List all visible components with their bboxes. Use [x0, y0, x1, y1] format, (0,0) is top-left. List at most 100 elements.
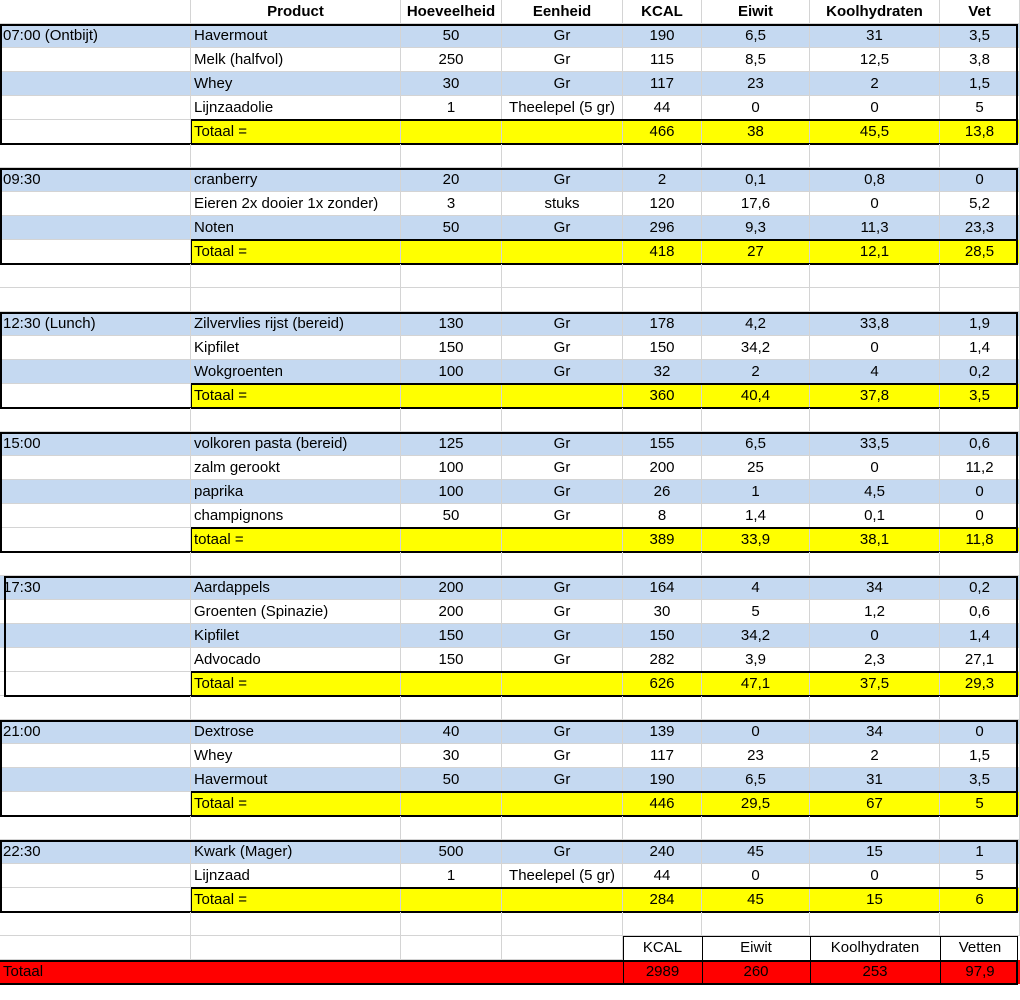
protein-cell[interactable]: 6,5 [702, 24, 810, 48]
empty-cell[interactable] [0, 288, 191, 312]
unit-cell[interactable]: Gr [502, 720, 623, 744]
kcal-cell[interactable]: 296 [623, 216, 702, 240]
subtotal-fat[interactable]: 29,3 [940, 672, 1020, 696]
empty-cell[interactable] [0, 0, 191, 24]
protein-cell[interactable]: 34,2 [702, 336, 810, 360]
empty-cell[interactable] [940, 912, 1020, 936]
carbs-cell[interactable]: 0 [810, 456, 940, 480]
protein-cell[interactable]: 25 [702, 456, 810, 480]
kcal-cell[interactable]: 44 [623, 96, 702, 120]
product-cell[interactable]: Kwark (Mager) [191, 840, 401, 864]
empty-cell[interactable] [623, 552, 702, 576]
empty-cell[interactable] [0, 600, 191, 624]
empty-cell[interactable] [940, 144, 1020, 168]
empty-cell[interactable] [0, 408, 191, 432]
product-cell[interactable]: paprika [191, 480, 401, 504]
carbs-cell[interactable]: 2 [810, 744, 940, 768]
carbs-cell[interactable]: 33,8 [810, 312, 940, 336]
meal-time[interactable]: 17:30 [0, 576, 191, 600]
empty-cell[interactable] [940, 264, 1020, 288]
empty-cell[interactable] [502, 144, 623, 168]
empty-cell[interactable] [702, 288, 810, 312]
fat-cell[interactable]: 1,5 [940, 72, 1020, 96]
fat-cell[interactable]: 1,4 [940, 624, 1020, 648]
protein-cell[interactable]: 4 [702, 576, 810, 600]
subtotal-label[interactable]: Totaal = [191, 120, 401, 144]
fat-cell[interactable]: 5,2 [940, 192, 1020, 216]
empty-cell[interactable] [702, 552, 810, 576]
empty-cell[interactable] [623, 912, 702, 936]
unit-cell[interactable]: Gr [502, 600, 623, 624]
subtotal-carbs[interactable]: 37,8 [810, 384, 940, 408]
kcal-cell[interactable]: 115 [623, 48, 702, 72]
empty-cell[interactable] [0, 48, 191, 72]
empty-cell[interactable] [401, 696, 502, 720]
subtotal-protein[interactable]: 29,5 [702, 792, 810, 816]
grand-total-protein[interactable]: 260 [702, 960, 810, 984]
meal-time[interactable]: 09:30 [0, 168, 191, 192]
empty-cell[interactable] [0, 120, 191, 144]
fat-cell[interactable]: 0,2 [940, 576, 1020, 600]
column-header[interactable]: Eenheid [502, 0, 623, 24]
subtotal-carbs[interactable]: 37,5 [810, 672, 940, 696]
subtotal-protein[interactable]: 45 [702, 888, 810, 912]
fat-cell[interactable]: 3,8 [940, 48, 1020, 72]
unit-cell[interactable]: Gr [502, 336, 623, 360]
quantity-cell[interactable]: 1 [401, 96, 502, 120]
fat-cell[interactable]: 1,9 [940, 312, 1020, 336]
empty-cell[interactable] [401, 240, 502, 264]
subtotal-carbs[interactable]: 15 [810, 888, 940, 912]
empty-cell[interactable] [502, 408, 623, 432]
protein-cell[interactable]: 23 [702, 744, 810, 768]
product-cell[interactable]: zalm gerookt [191, 456, 401, 480]
empty-cell[interactable] [191, 408, 401, 432]
carbs-cell[interactable]: 31 [810, 768, 940, 792]
empty-cell[interactable] [702, 816, 810, 840]
subtotal-carbs[interactable]: 12,1 [810, 240, 940, 264]
empty-cell[interactable] [940, 816, 1020, 840]
protein-cell[interactable]: 0 [702, 720, 810, 744]
grand-total-kcal[interactable]: 2989 [623, 960, 702, 984]
empty-cell[interactable] [191, 264, 401, 288]
meal-time[interactable]: 22:30 [0, 840, 191, 864]
empty-cell[interactable] [502, 696, 623, 720]
column-header[interactable]: KCAL [623, 0, 702, 24]
carbs-cell[interactable]: 4,5 [810, 480, 940, 504]
meal-time[interactable]: 21:00 [0, 720, 191, 744]
protein-cell[interactable]: 45 [702, 840, 810, 864]
carbs-cell[interactable]: 0 [810, 192, 940, 216]
protein-cell[interactable]: 8,5 [702, 48, 810, 72]
column-header[interactable]: Hoeveelheid [401, 0, 502, 24]
quantity-cell[interactable]: 125 [401, 432, 502, 456]
unit-cell[interactable]: Gr [502, 768, 623, 792]
unit-cell[interactable]: Gr [502, 648, 623, 672]
subtotal-fat[interactable]: 28,5 [940, 240, 1020, 264]
empty-cell[interactable] [502, 792, 623, 816]
fat-cell[interactable]: 23,3 [940, 216, 1020, 240]
protein-cell[interactable]: 0,1 [702, 168, 810, 192]
empty-cell[interactable] [502, 960, 623, 984]
column-header[interactable]: Vet [940, 0, 1020, 24]
fat-cell[interactable]: 3,5 [940, 24, 1020, 48]
product-cell[interactable]: Aardappels [191, 576, 401, 600]
empty-cell[interactable] [401, 792, 502, 816]
unit-cell[interactable]: Gr [502, 216, 623, 240]
empty-cell[interactable] [401, 816, 502, 840]
unit-cell[interactable]: Gr [502, 576, 623, 600]
empty-cell[interactable] [502, 672, 623, 696]
empty-cell[interactable] [191, 912, 401, 936]
fat-cell[interactable]: 0 [940, 168, 1020, 192]
quantity-cell[interactable]: 30 [401, 72, 502, 96]
quantity-cell[interactable]: 200 [401, 600, 502, 624]
quantity-cell[interactable]: 50 [401, 216, 502, 240]
quantity-cell[interactable]: 150 [401, 624, 502, 648]
empty-cell[interactable] [702, 408, 810, 432]
fat-cell[interactable]: 5 [940, 864, 1020, 888]
grand-total-fat[interactable]: 97,9 [940, 960, 1020, 984]
fat-cell[interactable]: 0,2 [940, 360, 1020, 384]
quantity-cell[interactable]: 130 [401, 312, 502, 336]
empty-cell[interactable] [0, 936, 191, 960]
unit-cell[interactable]: Gr [502, 840, 623, 864]
empty-cell[interactable] [940, 552, 1020, 576]
empty-cell[interactable] [0, 792, 191, 816]
